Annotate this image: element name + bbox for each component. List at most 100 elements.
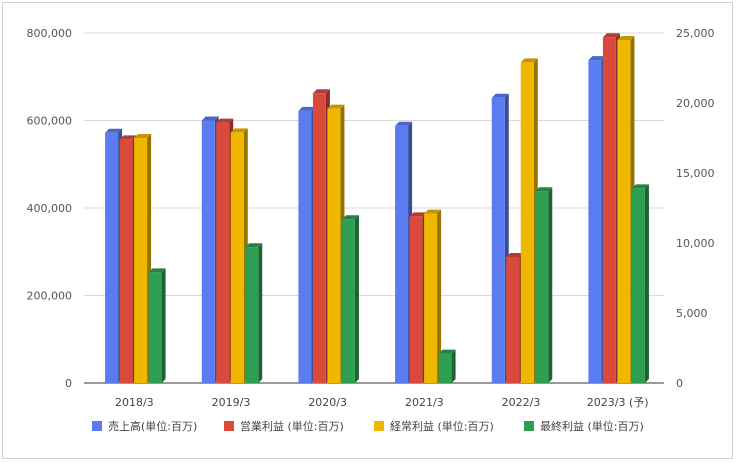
bar [535,187,553,383]
right-tick-label: 5,000 [676,307,708,320]
bar-side [548,187,553,383]
legend: 売上高(単位:百万) 営業利益 (単位:百万) 経常利益 (単位:百万) 最終利益 (… [92,419,644,433]
bar-top [119,135,137,140]
left-tick-label: 0 [65,377,72,390]
bar-top [409,212,427,217]
legend-swatch [524,421,534,431]
bar-top [602,33,620,38]
bar-front [588,60,602,383]
bars [105,33,649,384]
legend-label: 営業利益 (単位:百万) [240,419,344,433]
x-tick-label: 2022/3 [502,396,541,409]
bar [312,89,330,383]
right-tick-label: 10,000 [676,237,715,250]
bar-front [520,62,534,384]
bar-top [491,93,509,98]
left-tick-label: 600,000 [27,115,73,128]
bar-front [245,247,259,383]
bar [491,93,509,383]
bar-front [105,132,119,383]
bar-top [230,128,248,133]
right-tick-label: 20,000 [676,97,715,110]
bar [105,128,123,383]
bar-top [506,253,524,257]
legend-item: 売上高(単位:百万) [92,419,197,433]
bar-front [201,120,215,383]
bar-top [216,118,234,123]
bar-front [134,138,148,383]
bar-front [119,139,133,383]
bar [602,33,620,383]
bar-side [354,215,359,383]
x-tick-label: 2018/3 [115,396,154,409]
bar [631,184,649,383]
bar-front [341,219,355,383]
bar-front [312,93,326,383]
bar-front [617,40,631,383]
legend-swatch [92,421,102,431]
x-axis-labels: 2018/3 2019/3 2020/3 2021/3 2022/3 2023/3 (予) [115,396,649,409]
bar-top [588,56,606,61]
x-tick-label: 2020/3 [308,396,347,409]
bar [424,209,442,383]
bar [327,104,345,383]
legend-item: 最終利益 (単位:百万) [524,419,644,433]
bar-top [327,104,345,109]
bar-front [327,108,341,383]
legend-item: 経常利益 (単位:百万) [374,419,494,433]
right-axis-ticks: 0 5,000 10,000 15,000 20,000 25,000 [676,27,715,390]
bar-front [506,257,520,383]
bar-top [245,243,263,248]
left-axis-ticks: 0 200,000 400,000 600,000 800,000 [27,27,73,390]
bar-front [298,110,312,383]
legend-swatch [374,421,384,431]
bar-front [631,188,645,383]
bar [438,349,456,383]
bar-top [424,209,442,214]
x-tick-label: 2023/3 (予) [587,396,649,409]
legend-label: 最終利益 (単位:百万) [540,419,644,433]
legend-label: 売上高(単位:百万) [108,419,197,433]
bar-top [148,268,166,273]
bar-top [105,128,123,133]
bar-top [134,134,152,138]
bar-front [148,272,162,383]
right-tick-label: 0 [676,377,683,390]
bar [506,253,524,383]
bar [201,116,219,383]
bar-side [644,184,649,383]
bar-side [258,243,263,383]
right-tick-label: 25,000 [676,27,715,40]
legend-label: 経常利益 (単位:百万) [390,419,494,433]
legend-swatch [224,421,234,431]
x-tick-label: 2021/3 [405,396,444,409]
bar-front [395,125,409,383]
bar-front [535,191,549,383]
left-tick-label: 200,000 [27,290,73,303]
left-tick-label: 800,000 [27,27,73,40]
bar-top [298,106,316,111]
bar-front [409,216,423,383]
bar-front [602,37,616,383]
bar-top [312,89,330,94]
bar-front [424,213,438,383]
bar [588,56,606,383]
right-tick-label: 15,000 [676,167,715,180]
bar [617,36,635,383]
gridlines [84,32,664,384]
bar [409,212,427,383]
bar-front [230,132,244,383]
bar-front [491,97,505,383]
bar-top [201,116,219,121]
bar [520,58,538,384]
bar-top [617,36,635,40]
bar-front [438,353,452,383]
x-tick-label: 2019/3 [212,396,251,409]
bar [148,268,166,383]
bar [245,243,263,383]
bar-top [535,187,553,192]
bar-top [395,121,413,126]
bar [216,118,234,383]
bar-side [161,268,166,383]
